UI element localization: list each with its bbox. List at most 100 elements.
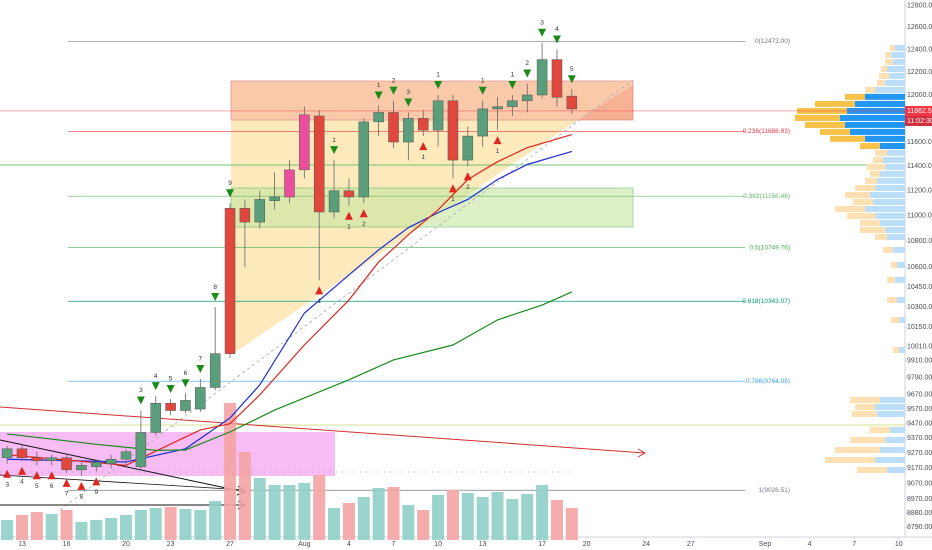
x-tick-label: 27 (687, 541, 695, 548)
profile-down (860, 219, 880, 226)
fib-label: 0.5(10749.76) (750, 244, 790, 251)
profile-down (852, 411, 877, 418)
profile-up (880, 143, 905, 150)
profile-down (815, 100, 855, 107)
candle-body (373, 112, 384, 123)
profile-up (875, 212, 905, 219)
candle-body (195, 387, 206, 410)
moving-average (7, 133, 572, 466)
volume-bar (30, 512, 43, 540)
x-tick-label: 17 (538, 541, 546, 548)
fib-label: 0.236(11688.93) (743, 128, 790, 135)
candle-body (447, 100, 459, 161)
volume-bar (313, 475, 326, 540)
x-tick-label: 7 (852, 541, 856, 548)
profile-down (845, 191, 870, 198)
y-tick-label: 9070.00 (907, 480, 932, 487)
signal-label: 7 (65, 491, 69, 498)
profile-up (865, 205, 905, 212)
candle-body (1, 448, 13, 459)
volume-bar (357, 497, 370, 540)
profile-down (845, 93, 865, 100)
candle-body (224, 207, 236, 354)
x-tick-label: 16 (63, 541, 71, 548)
signal-label: 4 (555, 26, 559, 33)
y-tick-label: 8790.00 (907, 524, 932, 531)
profile-up (887, 467, 905, 474)
profile-down (883, 246, 893, 253)
signal-up (92, 477, 101, 486)
y-tick-label: 11200.00 (907, 188, 932, 195)
signal-label: 6 (50, 483, 54, 490)
signal-label: 1 (451, 196, 455, 203)
y-tick-label: 12200.00 (907, 69, 932, 76)
profile-up (885, 437, 905, 444)
signal-label: 1 (347, 223, 351, 230)
x-tick-label: 20 (583, 541, 591, 548)
volume-bar (461, 493, 474, 540)
profile-up (875, 86, 905, 93)
signal-label: 1 (421, 154, 425, 161)
profile-down (890, 45, 895, 52)
volume-bar (298, 483, 311, 540)
signal-down (374, 91, 383, 100)
signal-label: 1 (377, 82, 381, 89)
signal-up (493, 136, 502, 145)
volume-bar (194, 510, 207, 540)
countdown-label: 11:02:30 (907, 118, 932, 125)
y-tick-label: 9570.00 (907, 406, 932, 413)
volume-bar (238, 452, 251, 540)
signal-label: 1 (481, 78, 485, 85)
profile-up (877, 411, 905, 418)
volume-bar (268, 485, 281, 540)
signal-down (552, 35, 561, 44)
signal-down (508, 80, 517, 89)
x-tick-label: Sep (759, 541, 772, 548)
candle-body (269, 196, 280, 201)
volume-bar (387, 487, 400, 540)
candle-body (313, 115, 325, 213)
volume-bar (15, 515, 28, 540)
y-tick-label: 12600.00 (907, 24, 932, 31)
profile-up (845, 121, 905, 128)
profile-down (795, 114, 840, 121)
profile-down (870, 426, 890, 433)
y-tick-label: 11400.00 (907, 163, 932, 170)
y-tick-label: 9670.00 (907, 391, 932, 398)
volume-bar (253, 478, 266, 540)
y-tick-label: 11600.00 (907, 139, 932, 146)
volume-bar (521, 494, 534, 540)
profile-up (875, 185, 905, 192)
candle-body (403, 118, 414, 143)
candle-body (507, 100, 518, 107)
volume-bar (565, 508, 578, 540)
volume-bar (90, 520, 103, 540)
profile-up (885, 226, 905, 233)
profile-down (850, 396, 880, 403)
profile-down (860, 226, 885, 233)
profile-up (880, 396, 905, 403)
candle-body (551, 59, 563, 98)
fib-label: 0.618(10343.07) (742, 298, 790, 305)
profile-up (880, 219, 905, 226)
profile-down (881, 65, 887, 72)
signal-up (359, 209, 368, 218)
signal-label: 1 (317, 298, 321, 305)
profile-down (820, 128, 850, 135)
profile-up (865, 93, 905, 100)
signal-label: 1 (332, 137, 336, 144)
profile-up (889, 72, 905, 79)
trend-line (0, 439, 246, 493)
profile-up (893, 246, 905, 253)
candle-body (16, 448, 28, 459)
signal-label: 3 (5, 482, 9, 489)
profile-down (891, 317, 899, 324)
x-tick-label: 27 (226, 541, 234, 548)
profile-up (875, 457, 905, 464)
profile-down (887, 296, 897, 303)
y-tick-label: 10150.00 (907, 324, 932, 331)
profile-down (860, 143, 880, 150)
candle-body (343, 190, 355, 198)
signal-down (226, 189, 235, 198)
profile-down (865, 177, 877, 184)
